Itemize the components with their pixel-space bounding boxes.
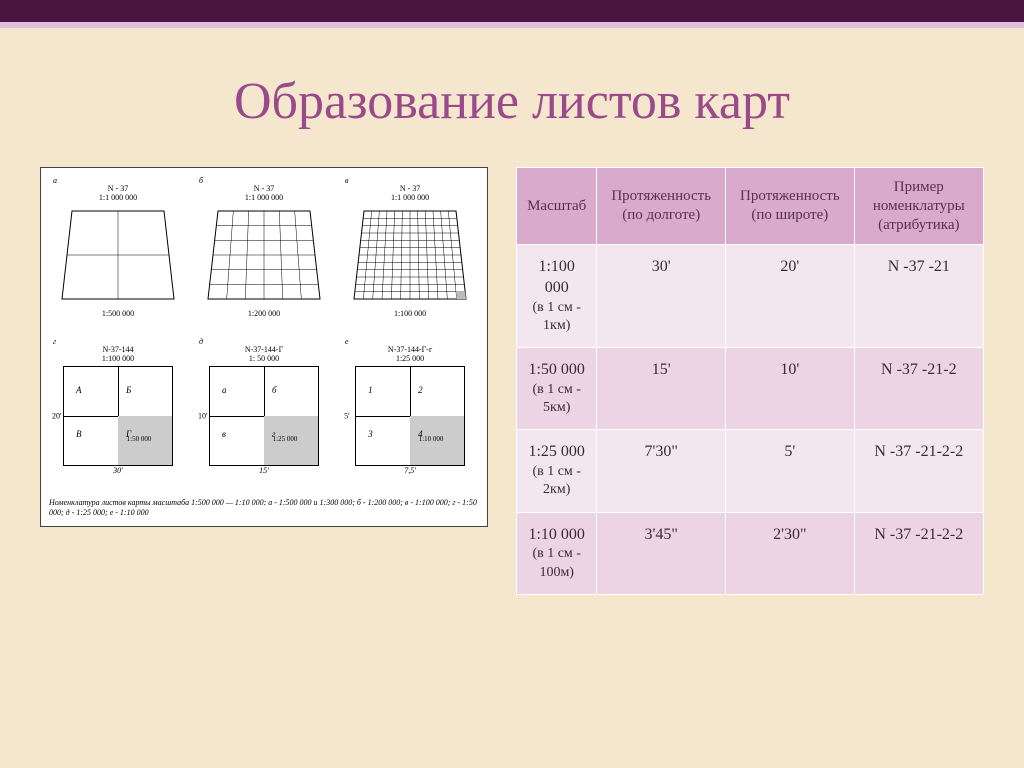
cell-scale: 1:10 000(в 1 см - 100м) (517, 512, 597, 594)
diagram-tile: гN-37-1441:100 000АБВГ1:50 000Г20'30' (49, 337, 187, 492)
cell-scale: 1:100 000(в 1 см - 1км) (517, 245, 597, 348)
cell-lat: 20' (726, 245, 855, 348)
cell-scale: 1:50 000(в 1 см - 5км) (517, 348, 597, 430)
th-lon: Протяженность (по долготе) (597, 168, 726, 245)
slide-title: Образование листов карт (40, 72, 984, 131)
diagram-grid: аN - 371:1 000 0001:500 000бN - 371:1 00… (49, 176, 479, 492)
cell-scale: 1:25 000(в 1 см - 2км) (517, 430, 597, 512)
cell-ex: N -37 -21-2-2 (854, 430, 983, 512)
cell-lat: 5' (726, 430, 855, 512)
cell-lat: 10' (726, 348, 855, 430)
diagram-figure: аN - 371:1 000 0001:500 000бN - 371:1 00… (40, 167, 488, 527)
cell-lon: 7'30" (597, 430, 726, 512)
cell-ex: N -37 -21-2-2 (854, 512, 983, 594)
table-header-row: Масштаб Протяженность (по долготе) Протя… (517, 168, 984, 245)
th-ex: Пример номенклатуры (атрибутика) (854, 168, 983, 245)
cell-ex: N -37 -21-2 (854, 348, 983, 430)
diagram-caption: Номенклатура листов карты масштаба 1:500… (49, 498, 479, 518)
table-row: 1:10 000(в 1 см - 100м)3'45"2'30"N -37 -… (517, 512, 984, 594)
cell-lon: 30' (597, 245, 726, 348)
cell-lon: 3'45" (597, 512, 726, 594)
table-body: 1:100 000(в 1 см - 1км)30'20'N -37 -211:… (517, 245, 984, 594)
scale-table: Масштаб Протяженность (по долготе) Протя… (516, 167, 984, 595)
cell-ex: N -37 -21 (854, 245, 983, 348)
diagram-tile: бN - 371:1 000 0001:200 000 (195, 176, 333, 331)
content-row: аN - 371:1 000 0001:500 000бN - 371:1 00… (40, 167, 984, 595)
header-bar-dark (0, 0, 1024, 22)
cell-lat: 2'30" (726, 512, 855, 594)
diagram-tile: аN - 371:1 000 0001:500 000 (49, 176, 187, 331)
table-row: 1:100 000(в 1 см - 1км)30'20'N -37 -21 (517, 245, 984, 348)
slide-body: Образование листов карт аN - 371:1 000 0… (0, 28, 1024, 768)
th-scale: Масштаб (517, 168, 597, 245)
diagram-tile: еN-37-144-Г-г1:25 00012341:10 00045'7,5' (341, 337, 479, 492)
diagram-tile: дN-37-144-Г1: 50 000абвг1:25 000г10'15' (195, 337, 333, 492)
table-row: 1:25 000(в 1 см - 2км)7'30"5'N -37 -21-2… (517, 430, 984, 512)
th-lat: Протяженность (по широте) (726, 168, 855, 245)
table-row: 1:50 000(в 1 см - 5км)15'10'N -37 -21-2 (517, 348, 984, 430)
cell-lon: 15' (597, 348, 726, 430)
diagram-tile: вN - 371:1 000 0001:100 000 (341, 176, 479, 331)
